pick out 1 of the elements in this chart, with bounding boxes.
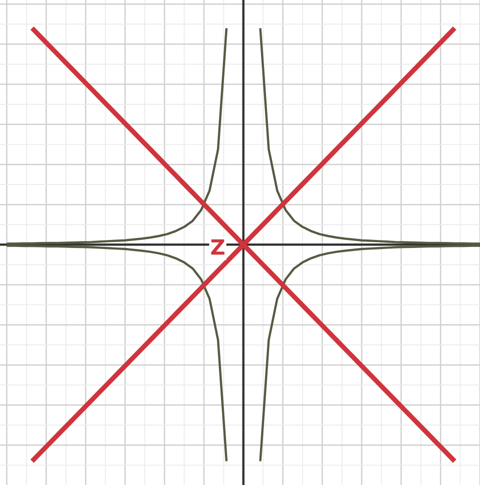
annotation: Z (211, 239, 224, 255)
